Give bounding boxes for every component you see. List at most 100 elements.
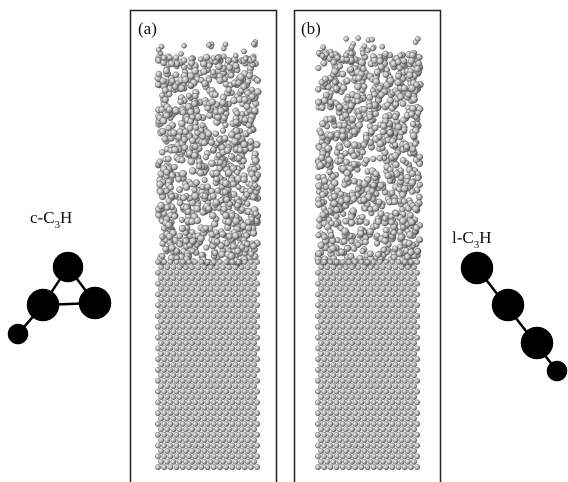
atom xyxy=(318,340,323,345)
atom xyxy=(411,373,416,378)
atom xyxy=(245,405,250,410)
atom xyxy=(212,250,218,256)
atom xyxy=(377,259,382,264)
atom xyxy=(251,166,257,172)
atom xyxy=(251,373,256,378)
atom xyxy=(223,122,229,128)
atom xyxy=(220,308,225,313)
atom xyxy=(183,373,188,378)
atom xyxy=(252,182,258,188)
atom xyxy=(255,303,260,308)
atom xyxy=(214,459,219,464)
atom xyxy=(390,313,395,318)
atom xyxy=(346,378,351,383)
atom xyxy=(361,84,367,90)
atom xyxy=(405,297,410,302)
atom xyxy=(374,319,379,324)
atom xyxy=(408,313,413,318)
atom xyxy=(193,432,198,437)
atom xyxy=(159,253,165,259)
atom xyxy=(208,394,213,399)
atom xyxy=(374,340,379,345)
atom xyxy=(343,351,348,356)
atom xyxy=(193,281,198,286)
atom xyxy=(336,104,342,110)
atom xyxy=(245,340,250,345)
atom xyxy=(340,421,345,426)
atom xyxy=(227,276,232,281)
atom xyxy=(331,330,336,335)
atom xyxy=(344,36,349,41)
atom xyxy=(381,247,387,253)
atom xyxy=(411,438,416,443)
atom xyxy=(365,303,370,308)
atom xyxy=(186,378,191,383)
atom xyxy=(233,373,238,378)
atom xyxy=(242,454,247,459)
atom xyxy=(322,324,327,329)
atom xyxy=(255,432,260,437)
atom xyxy=(168,259,173,264)
atom xyxy=(186,93,192,99)
atom xyxy=(384,281,389,286)
atom xyxy=(239,330,244,335)
atom xyxy=(377,270,382,275)
atom xyxy=(180,378,185,383)
atom xyxy=(331,180,338,187)
atom xyxy=(362,394,367,399)
atom xyxy=(199,270,204,275)
atom xyxy=(171,427,176,432)
atom xyxy=(322,443,327,448)
atom xyxy=(402,465,407,470)
atom xyxy=(408,249,415,256)
atom xyxy=(255,281,260,286)
atom xyxy=(368,373,373,378)
atom xyxy=(387,276,392,281)
atom xyxy=(246,73,252,79)
atom xyxy=(227,265,232,270)
atom xyxy=(177,286,182,291)
atom xyxy=(321,234,327,240)
atom xyxy=(205,443,210,448)
atom xyxy=(349,265,354,270)
atom xyxy=(337,438,342,443)
atom xyxy=(390,335,395,340)
atom xyxy=(371,421,376,426)
atom xyxy=(351,128,358,135)
atom xyxy=(186,270,191,275)
atom xyxy=(399,265,404,270)
atom xyxy=(367,228,374,235)
atom xyxy=(395,59,401,65)
atom xyxy=(254,77,260,83)
atom xyxy=(359,313,364,318)
atom xyxy=(155,357,160,362)
atom xyxy=(411,96,418,103)
atom xyxy=(160,117,167,124)
atom xyxy=(404,144,410,150)
atom xyxy=(174,432,179,437)
atom xyxy=(173,55,179,61)
atom xyxy=(208,438,213,443)
atom xyxy=(315,201,322,208)
atom xyxy=(180,335,185,340)
atom xyxy=(342,122,348,128)
atom xyxy=(337,63,343,69)
atom xyxy=(220,265,225,270)
atom xyxy=(377,281,382,286)
atom xyxy=(377,421,382,426)
atom xyxy=(393,427,398,432)
atom xyxy=(411,330,416,335)
atom xyxy=(361,196,368,203)
atom xyxy=(346,411,351,416)
atom xyxy=(396,270,401,275)
atom xyxy=(380,427,385,432)
atom xyxy=(371,292,376,297)
atom xyxy=(408,303,413,308)
atom xyxy=(389,190,395,196)
atom xyxy=(196,427,201,432)
atom xyxy=(168,335,173,340)
atom xyxy=(205,303,210,308)
atom xyxy=(411,362,416,367)
atom xyxy=(360,248,366,254)
atom xyxy=(247,128,253,134)
